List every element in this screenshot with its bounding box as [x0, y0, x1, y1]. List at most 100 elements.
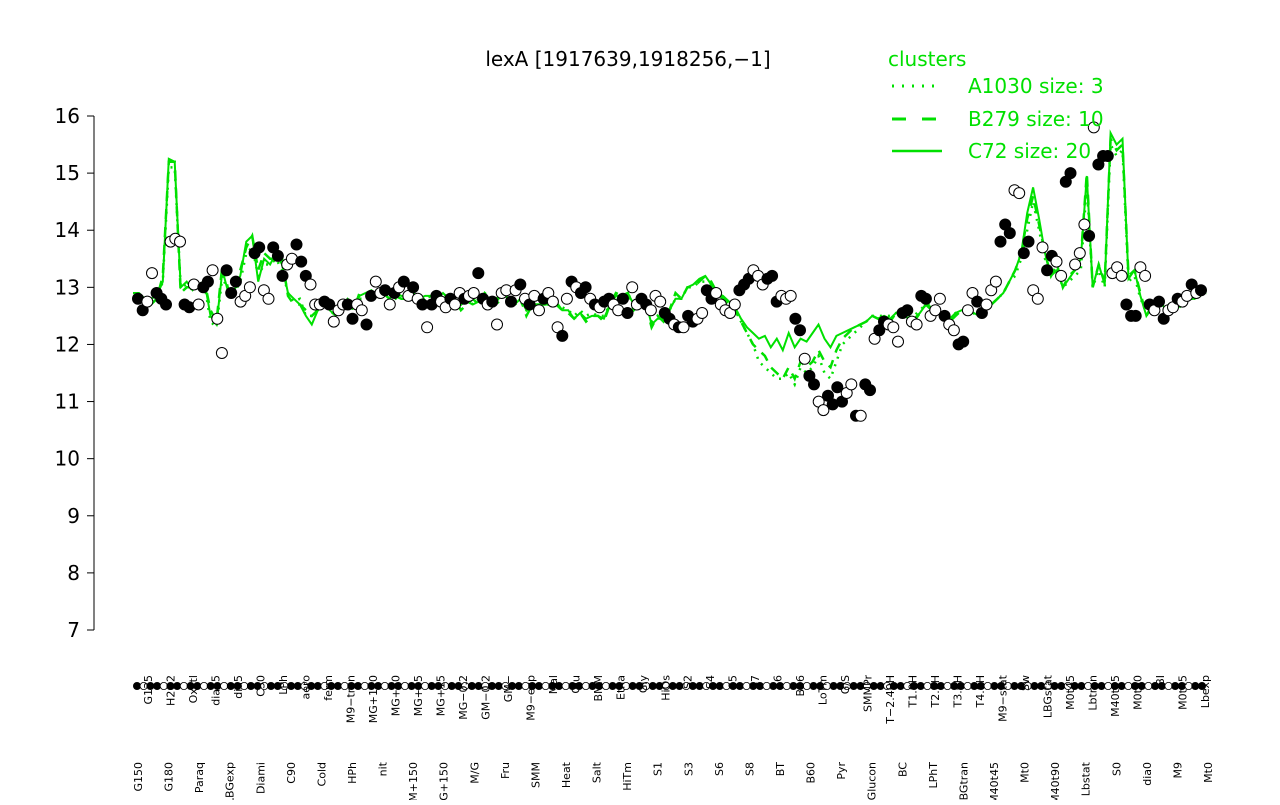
data-point — [677, 321, 690, 334]
data-point — [808, 378, 820, 391]
data-point — [505, 295, 517, 308]
x-tick-label-upper: MG+120 — [367, 675, 380, 723]
x-tick-label-upper: Oxctl — [187, 675, 200, 703]
x-tick-label-upper: BMM — [592, 675, 605, 702]
rug-marker — [1010, 682, 1019, 691]
data-point — [616, 292, 629, 305]
rug-marker — [943, 682, 952, 691]
data-point — [579, 281, 592, 294]
data-point — [957, 335, 970, 348]
x-tick-label-lower: Diami — [254, 762, 267, 794]
data-point — [262, 292, 275, 305]
rug-marker — [896, 682, 905, 691]
data-point — [383, 298, 396, 311]
x-tick-label-upper: MG+45 — [412, 675, 425, 716]
x-tick-label-lower: HPh — [346, 762, 359, 784]
x-tick-label-upper: T−2.40H — [884, 675, 897, 725]
data-point — [1013, 187, 1026, 200]
data-point — [1120, 298, 1133, 311]
data-point — [784, 289, 797, 302]
x-tick-label-upper: MG+60 — [389, 675, 402, 716]
x-tick-label-upper: LBGstat — [1042, 674, 1055, 718]
rug-marker — [581, 682, 590, 691]
y-tick-label: 12 — [55, 332, 80, 356]
data-point — [1041, 264, 1054, 277]
data-point — [864, 384, 876, 397]
data-point — [854, 409, 867, 422]
x-tick-label-lower: LBGtran — [957, 762, 970, 800]
data-point — [1050, 255, 1063, 268]
data-point — [206, 264, 219, 277]
x-tick-label-lower: S0 — [1110, 762, 1123, 776]
data-point — [211, 312, 224, 325]
x-tick-label-lower: M/G — [468, 762, 481, 784]
rug-marker — [1191, 682, 1200, 691]
data-point — [1115, 269, 1128, 282]
y-tick-label: 15 — [55, 161, 80, 185]
data-point — [929, 304, 942, 317]
rug-marker — [1077, 682, 1086, 691]
data-point — [323, 298, 336, 311]
x-tick-label-upper: M9−tran — [344, 675, 357, 723]
y-tick-label: 10 — [55, 447, 80, 471]
rug-marker — [648, 682, 657, 691]
x-tick-label-lower: HiTm — [621, 762, 634, 791]
data-point — [192, 298, 205, 311]
x-tick-label-lower: LPhT — [927, 762, 940, 789]
legend-title: clusters — [888, 47, 966, 71]
x-tick-label-upper: dia5 — [232, 675, 245, 699]
x-tick-label-upper: S7 — [749, 675, 762, 689]
x-tick-label-upper: dia15 — [210, 675, 223, 706]
data-point — [1031, 292, 1044, 305]
x-tick-label-upper: T1.0H — [907, 675, 920, 708]
y-tick-label: 7 — [67, 618, 80, 642]
x-tick-label-lower: G180 — [163, 762, 176, 792]
x-tick-label-lower: S6 — [713, 762, 726, 776]
data-point — [1195, 284, 1207, 297]
data-point — [1036, 241, 1049, 254]
x-tick-label-lower: BC — [896, 762, 909, 777]
x-tick-label-lower: BT — [774, 762, 787, 777]
data-point — [271, 249, 284, 262]
x-tick-label-upper: GM−0.2 — [479, 675, 492, 720]
x-tick-label-lower: Heat — [560, 761, 573, 788]
data-point — [789, 312, 802, 325]
x-tick-label-upper: G/S — [839, 675, 852, 694]
x-tick-label-upper: M9−exp — [524, 675, 537, 721]
x-tick-label-lower: Lbstat — [1080, 761, 1093, 796]
rug-marker — [762, 682, 771, 691]
data-point — [1003, 227, 1016, 240]
rug-marker — [380, 682, 389, 691]
data-point — [304, 278, 317, 291]
data-point — [901, 304, 914, 317]
x-tick-label-upper: Lbtran — [1087, 675, 1100, 711]
data-point — [644, 304, 657, 317]
x-tick-label-upper: HiOs — [659, 675, 672, 701]
data-point — [621, 307, 634, 319]
x-tick-label-upper: Etha — [614, 675, 627, 700]
x-tick-label-lower: Pyr — [835, 762, 848, 780]
data-point — [1129, 309, 1142, 322]
x-tick-label-upper: S2 — [682, 675, 695, 689]
axis-layer: 7 8 9 10 11 12 13 14 15 16 — [55, 104, 95, 642]
data-point — [369, 275, 382, 288]
data-point — [845, 378, 858, 391]
x-tick-label-upper: M0t90 — [1132, 675, 1145, 710]
data-point — [174, 235, 186, 248]
legend-label: A1030 size: 3 — [968, 74, 1104, 98]
data-point — [421, 321, 434, 334]
data-point — [989, 275, 1002, 288]
data-point — [201, 275, 214, 288]
x-tick-label-lower: S8 — [743, 762, 756, 776]
data-point — [626, 281, 639, 294]
data-point — [290, 238, 303, 251]
data-point — [1101, 150, 1114, 162]
x-tick-label-upper: GM− — [502, 675, 515, 702]
data-point — [1022, 235, 1035, 248]
rug-marker — [963, 682, 972, 691]
data-point — [514, 278, 527, 291]
y-tick-label: 13 — [55, 275, 80, 299]
y-tick-label: 8 — [67, 561, 80, 585]
data-point — [546, 295, 559, 308]
